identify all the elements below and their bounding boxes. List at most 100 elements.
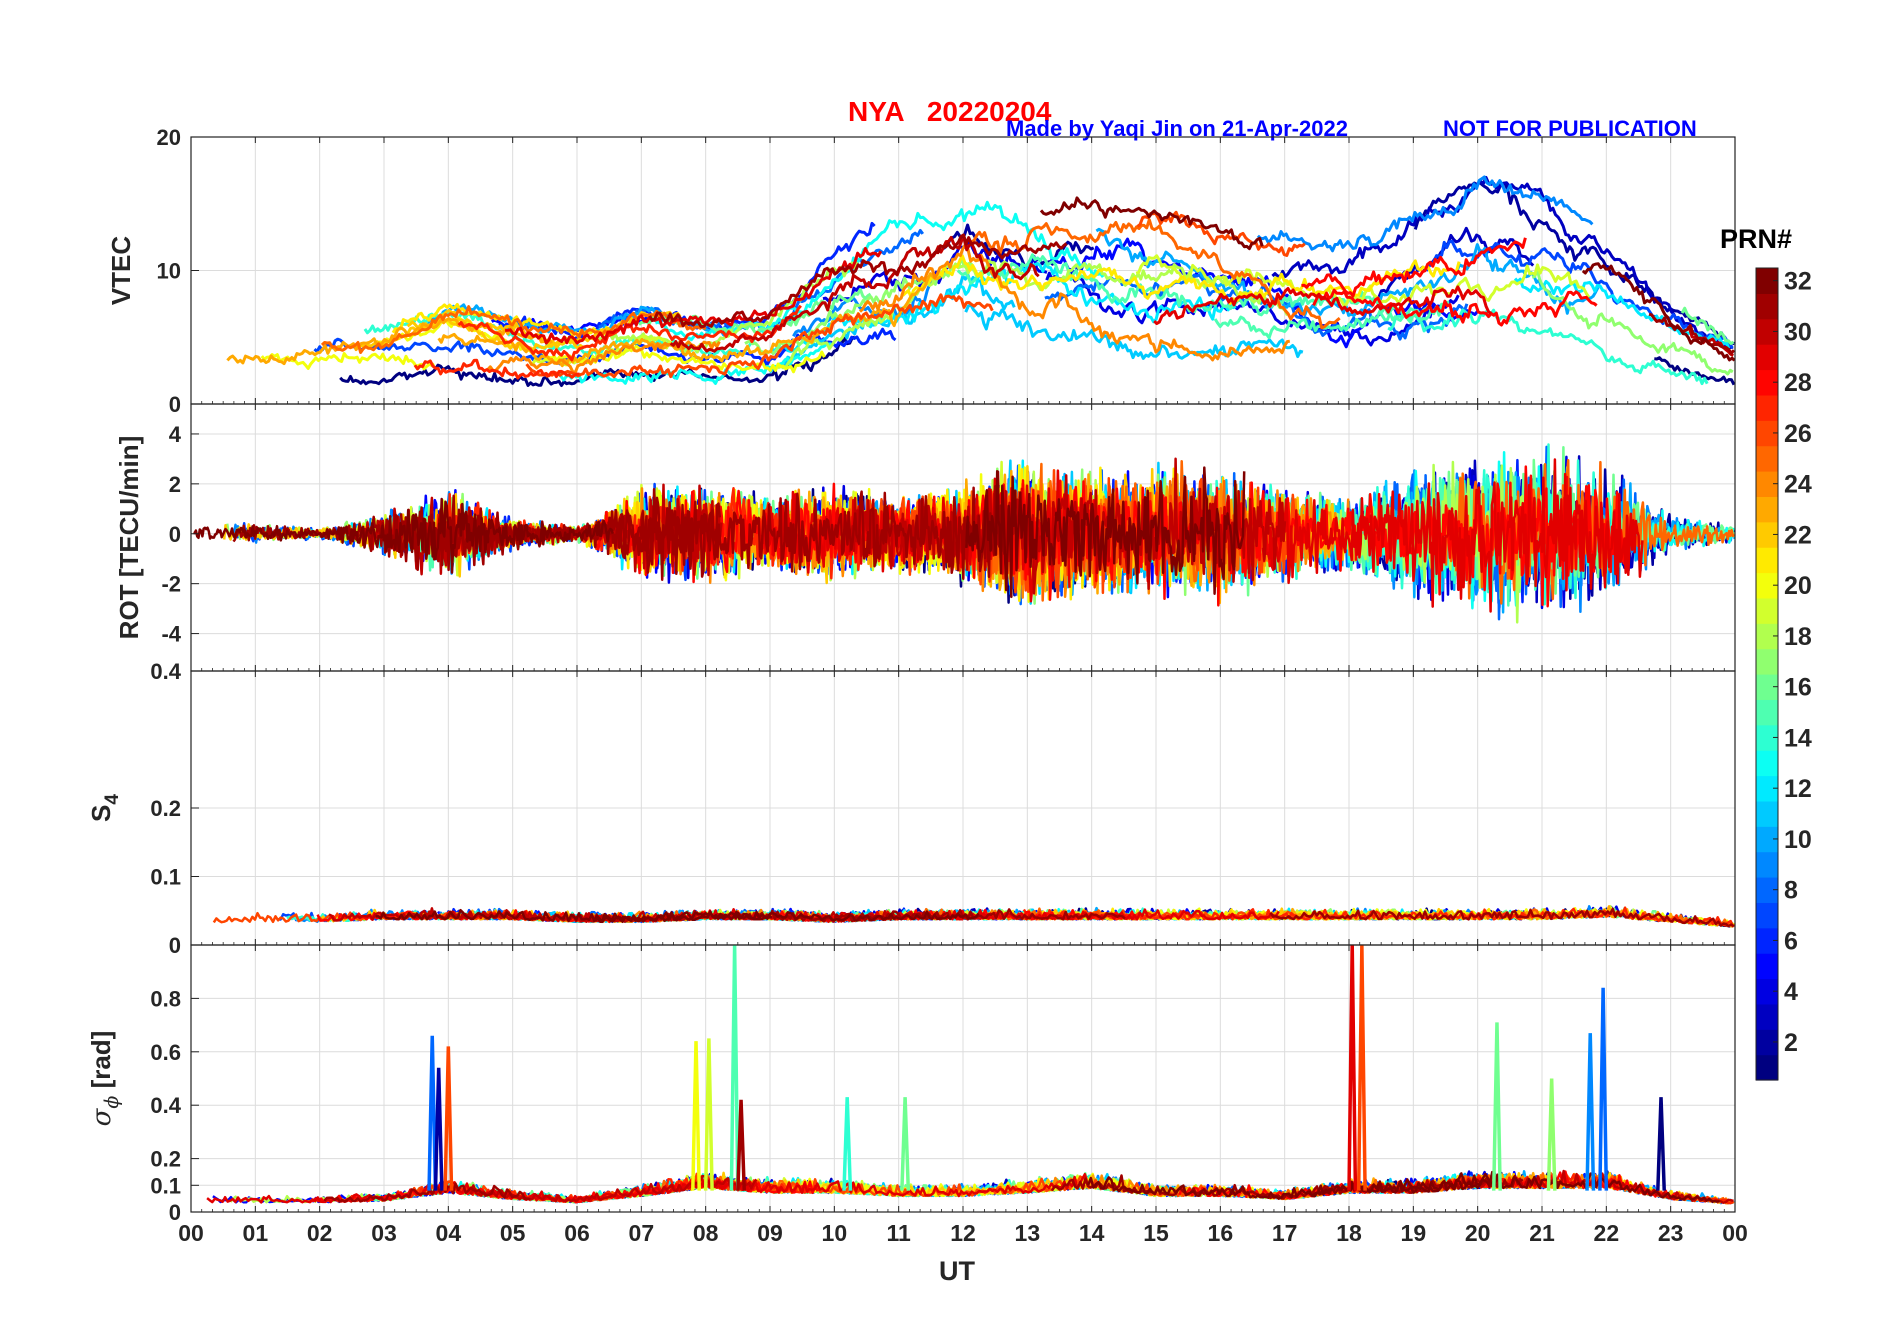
trace-prn-12 — [772, 262, 1237, 353]
colorbar-tick-label: 18 — [1784, 623, 1812, 651]
trace-prn-15 — [956, 253, 1432, 318]
x-tick-label: 11 — [887, 1220, 912, 1246]
spike-prn-8 — [427, 1035, 438, 1191]
colorbar-label: PRN# — [1720, 224, 1792, 254]
colorbar-swatch — [1756, 1029, 1778, 1056]
y-tick-label: 0.2 — [150, 796, 181, 821]
trace-prn-32 — [193, 497, 614, 574]
panel-VTEC: 0 10 20 VTEC — [106, 125, 1736, 417]
x-tick-label: 00 — [1722, 1220, 1748, 1246]
colorbar-swatch — [1756, 344, 1778, 371]
colorbar-tick-label: 30 — [1784, 318, 1812, 346]
colorbar-tick-label: 20 — [1784, 572, 1812, 600]
grid-sigma_phi — [190, 945, 1736, 1213]
colorbar-swatch — [1756, 1054, 1778, 1081]
x-tick-label: 12 — [950, 1220, 976, 1246]
trace-prn-24 — [858, 243, 1291, 362]
spike-prn-2 — [433, 1067, 444, 1191]
x-tick-label: 06 — [564, 1220, 590, 1246]
spike-prn-8 — [1598, 987, 1609, 1191]
x-tick-label: 00 — [178, 1220, 204, 1246]
spike-prn-16 — [900, 1097, 911, 1191]
colorbar-swatch — [1756, 775, 1778, 802]
y-tick-label: 4 — [169, 422, 182, 447]
spike-prn-1 — [1656, 1097, 1666, 1191]
trace-prn-30 — [469, 1174, 758, 1203]
x-axis-label: UT — [939, 1256, 975, 1286]
series-ROT — [193, 443, 1735, 624]
x-tick-label: 20 — [1465, 1220, 1491, 1246]
colorbar-swatch — [1756, 471, 1778, 497]
y-tick-label: 0.4 — [150, 1093, 181, 1118]
trace-prn-26 — [525, 293, 994, 379]
trace-prn-30 — [669, 236, 1040, 353]
trace-prn-26 — [1136, 210, 1306, 257]
colorbar-tick-label: 14 — [1784, 724, 1812, 752]
colorbar-swatch — [1756, 496, 1778, 523]
trace-prn-32 — [1087, 1170, 1502, 1200]
spike-prn-31 — [736, 1099, 747, 1191]
trace-prn-31 — [232, 488, 722, 575]
colorbar-swatch — [1756, 623, 1778, 650]
x-tick-label: 15 — [1143, 1220, 1169, 1246]
series-S4 — [212, 904, 1735, 928]
trace-prn-31 — [1050, 1174, 1524, 1200]
panel-sigma_phi: 00.10.2 0.4 0.6 0.8 σϕ [rad] — [86, 944, 1736, 1225]
x-tick-label: 22 — [1594, 1220, 1620, 1246]
spike-prn-16 — [1492, 1022, 1502, 1191]
x-tick-label: 07 — [629, 1220, 655, 1246]
x-tick-label: 13 — [1015, 1220, 1041, 1246]
colorbar-swatch — [1756, 420, 1778, 447]
colorbar-tick-label: 26 — [1784, 420, 1812, 448]
colorbar-swatch — [1756, 699, 1778, 726]
series-VTEC — [226, 175, 1735, 387]
trace-prn-14 — [1387, 308, 1709, 386]
y-tick-label: -2 — [161, 572, 181, 597]
colorbar-swatch — [1756, 318, 1778, 345]
colorbar-swatch — [1756, 394, 1778, 421]
trace-prn-17 — [1531, 268, 1734, 376]
colorbar-tick-label: 10 — [1784, 826, 1812, 854]
x-tick-label: 14 — [1079, 1220, 1105, 1246]
colorbar-tick-label: 12 — [1784, 775, 1812, 803]
colorbar-swatch — [1756, 800, 1778, 827]
spike-prn-15 — [729, 945, 740, 1191]
colorbar-tick-label: 8 — [1784, 877, 1798, 905]
x-tick-label: 23 — [1658, 1220, 1684, 1246]
trace-prn-21 — [900, 254, 1461, 306]
x-tick-label: 08 — [693, 1220, 719, 1246]
trace-prn-31 — [648, 233, 1068, 329]
colorbar-swatch — [1756, 877, 1778, 903]
spike-prn-9 — [1585, 1033, 1596, 1191]
colorbar-swatch — [1756, 851, 1778, 878]
x-tick-label: 01 — [243, 1220, 269, 1246]
trace-prn-9 — [1256, 175, 1594, 253]
y-tick-label: 0 — [169, 392, 181, 417]
trace-prn-32 — [1039, 196, 1264, 251]
x-tick-label: 16 — [1208, 1220, 1234, 1246]
trace-prn-32 — [375, 908, 772, 924]
trace-prn-29 — [505, 246, 883, 345]
trace-prn-28 — [1312, 288, 1598, 327]
spike-prn-17 — [1546, 1078, 1557, 1191]
colorbar-swatch — [1756, 369, 1778, 396]
trace-prn-28 — [1301, 237, 1527, 298]
trace-prn-32 — [1581, 262, 1735, 362]
colorbar-tick-label: 2 — [1784, 1029, 1798, 1057]
x-tick-label: 21 — [1529, 1220, 1555, 1246]
trace-prn-15 — [1213, 300, 1450, 340]
x-tick-label: 04 — [436, 1220, 462, 1246]
trace-prn-11 — [964, 303, 1304, 360]
trace-prn-27 — [413, 358, 580, 380]
x-tick-label: 09 — [757, 1220, 783, 1246]
y-tick-label: 0.6 — [150, 1040, 181, 1065]
colorbar-tick-label: 24 — [1784, 471, 1812, 499]
trace-prn-29 — [1261, 458, 1644, 613]
spike-prn-20 — [691, 1041, 701, 1191]
colorbar-swatch — [1756, 750, 1778, 777]
x-tick-label: 18 — [1336, 1220, 1362, 1246]
trace-prn-20 — [260, 352, 436, 371]
y-label-ROT: ROT [TECU/min] — [114, 436, 144, 640]
y-tick-label: 0.1 — [150, 1173, 181, 1198]
